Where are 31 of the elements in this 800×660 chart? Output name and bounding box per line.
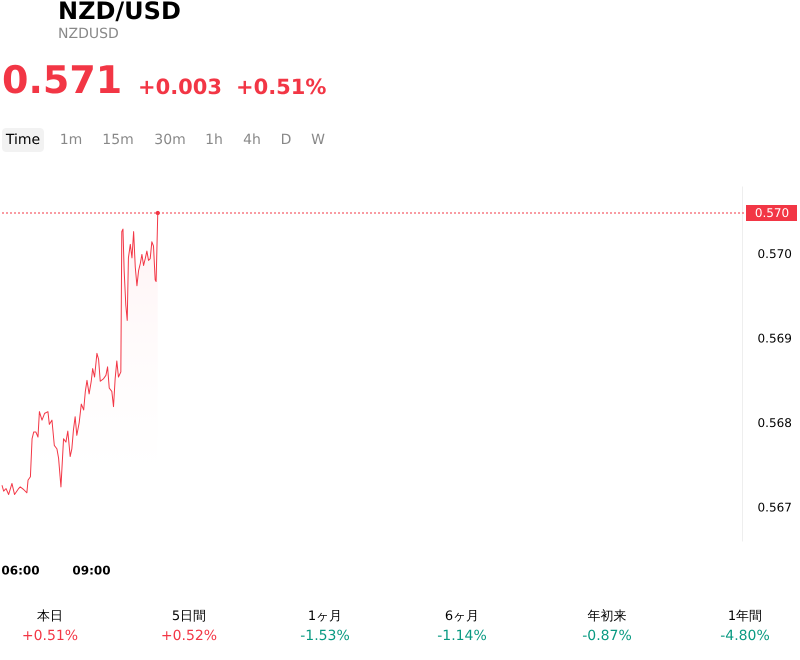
text: -1.14%: [437, 628, 487, 644]
text: D: [280, 132, 292, 148]
text: 0.571: [2, 58, 122, 102]
y-tick-label: 0.567: [758, 500, 792, 515]
text: +0.51%: [236, 75, 326, 99]
y-tick-label: 0.570: [758, 247, 792, 262]
text: W: [311, 132, 326, 148]
text: -0.87%: [582, 628, 632, 644]
text: 1年間: [728, 609, 762, 624]
text: 5日間: [172, 609, 206, 624]
text: 年初来: [588, 609, 626, 624]
text: 1m: [60, 132, 82, 148]
text: 本日: [37, 609, 63, 624]
chart-title: NZD/USD: [58, 0, 181, 25]
text: 4h: [243, 132, 261, 148]
text: 6ヶ月: [444, 609, 480, 624]
y-tick-label: 0.569: [758, 332, 792, 346]
text: +0.52%: [160, 628, 218, 644]
text: +0.51%: [22, 628, 78, 644]
x-tick-label: 09:00: [72, 564, 111, 578]
y-tick-label: 0.568: [758, 416, 792, 430]
text: 30m: [154, 132, 186, 148]
text: 1h: [205, 132, 223, 148]
text: -4.80%: [720, 628, 770, 644]
chart-subtitle: NZDUSD: [58, 26, 119, 42]
x-tick-label: 06:00: [1, 564, 40, 578]
text: +0.003: [138, 75, 222, 99]
text: 1ヶ月: [308, 609, 342, 624]
text: 15m: [102, 132, 134, 148]
text: Time: [4, 132, 40, 148]
text: -1.53%: [300, 628, 350, 644]
